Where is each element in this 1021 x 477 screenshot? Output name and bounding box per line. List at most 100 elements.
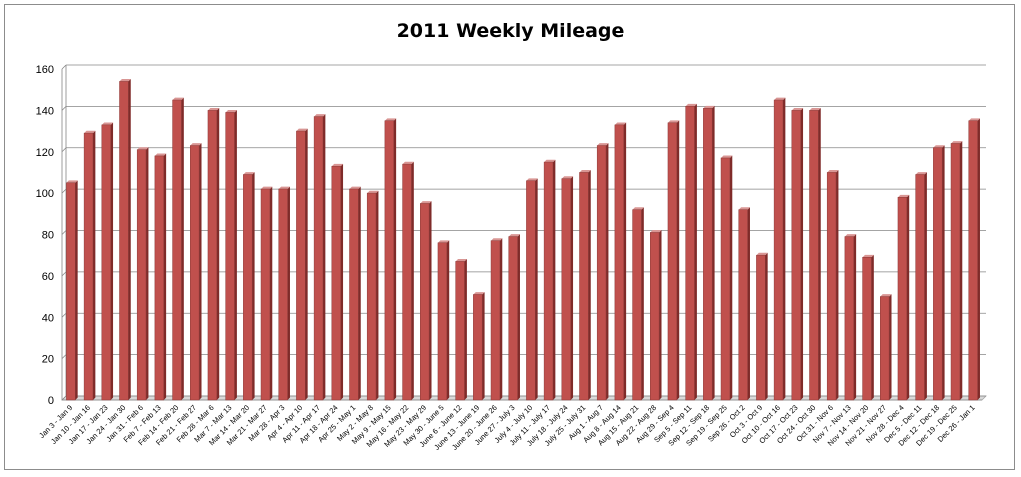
bar-top: [862, 254, 874, 258]
bar-side: [906, 194, 910, 400]
bar-top: [349, 186, 361, 189]
bar-top: [915, 172, 927, 175]
bar-side: [234, 110, 237, 400]
bar-top: [951, 141, 963, 144]
chart-title: 2011 Weekly Mileage: [396, 20, 625, 42]
bar-top: [66, 180, 78, 183]
bar: [207, 110, 218, 401]
bar-side: [464, 258, 467, 400]
bar-top: [933, 145, 945, 148]
bar: [756, 254, 766, 401]
bar-side: [322, 114, 326, 401]
bar: [773, 99, 784, 401]
bar-top: [561, 176, 574, 179]
bar-top: [756, 252, 768, 256]
bar: [703, 108, 713, 401]
bar: [243, 174, 253, 401]
bar: [278, 188, 288, 401]
y-tick-label: 40: [42, 312, 54, 324]
bar-top: [207, 107, 220, 111]
bar-side: [376, 190, 379, 400]
bar: [490, 240, 501, 401]
bar: [473, 294, 483, 401]
bar-side: [606, 143, 609, 401]
bar-side: [977, 118, 980, 400]
y-tick-label: 80: [42, 230, 54, 242]
bar-side: [75, 180, 78, 400]
bar-side: [358, 186, 361, 400]
bar: [225, 112, 235, 401]
bar: [579, 172, 589, 401]
bar-top: [154, 153, 167, 156]
bar-side: [588, 170, 591, 400]
bar-side: [924, 172, 927, 400]
bar-top: [278, 186, 290, 189]
gridline-diagonal: [61, 354, 67, 359]
bar-top: [491, 238, 503, 241]
bar-top: [402, 161, 414, 165]
bar-side: [535, 178, 538, 400]
bar-side: [712, 105, 715, 400]
bar-side: [163, 153, 167, 400]
bar-side: [889, 294, 892, 400]
y-tick-label: 100: [36, 188, 54, 200]
bar-side: [110, 122, 114, 401]
bar: [720, 157, 731, 401]
bar: [455, 261, 465, 401]
bar-side: [641, 207, 644, 400]
bar-side: [482, 292, 485, 400]
bar-side: [305, 128, 308, 400]
bar-side: [146, 147, 149, 400]
bar: [933, 147, 943, 401]
bar: [791, 110, 801, 401]
bar: [596, 145, 607, 401]
bar-side: [570, 176, 574, 400]
gridline-diagonal: [61, 106, 67, 111]
bar-top: [809, 107, 821, 111]
bar-top: [473, 292, 485, 295]
bar-top: [437, 240, 450, 243]
bar-top: [880, 294, 892, 297]
gridline-diagonal: [61, 395, 67, 401]
bar-top: [597, 143, 609, 146]
bar-top: [314, 114, 326, 117]
bar-top: [243, 172, 255, 175]
bar-top: [137, 147, 149, 150]
bar: [402, 163, 412, 401]
bar: [897, 197, 908, 401]
bar-top: [119, 79, 131, 82]
bar-side: [252, 172, 255, 400]
bar-top: [261, 186, 273, 189]
bar-top: [172, 97, 184, 101]
bar-top: [667, 120, 680, 123]
bar: [136, 149, 147, 401]
bar-side: [499, 238, 503, 400]
bar-top: [384, 118, 397, 121]
bar-top: [579, 170, 591, 173]
bar-top: [703, 105, 715, 109]
bar-side: [729, 155, 733, 400]
bar: [968, 120, 978, 401]
bar: [844, 236, 854, 401]
gridline-diagonal: [61, 64, 67, 70]
bar-top: [650, 230, 662, 233]
bar-side: [676, 120, 680, 400]
bar: [119, 81, 129, 401]
bar-side: [747, 207, 750, 400]
bar: [826, 172, 837, 401]
bar-side: [853, 234, 857, 400]
bar-top: [968, 118, 980, 121]
bar: [650, 232, 660, 401]
bar: [296, 130, 306, 401]
bar-side: [552, 159, 556, 400]
y-tick-label: 160: [36, 64, 54, 76]
bar-top: [632, 207, 644, 210]
bar-side: [393, 118, 397, 400]
bar-top: [455, 258, 467, 262]
bar-side: [216, 107, 220, 400]
bar-top: [738, 207, 750, 210]
bar: [526, 180, 536, 401]
bar-side: [429, 201, 432, 400]
y-tick-label: 20: [42, 354, 54, 366]
bar-top: [897, 194, 910, 198]
